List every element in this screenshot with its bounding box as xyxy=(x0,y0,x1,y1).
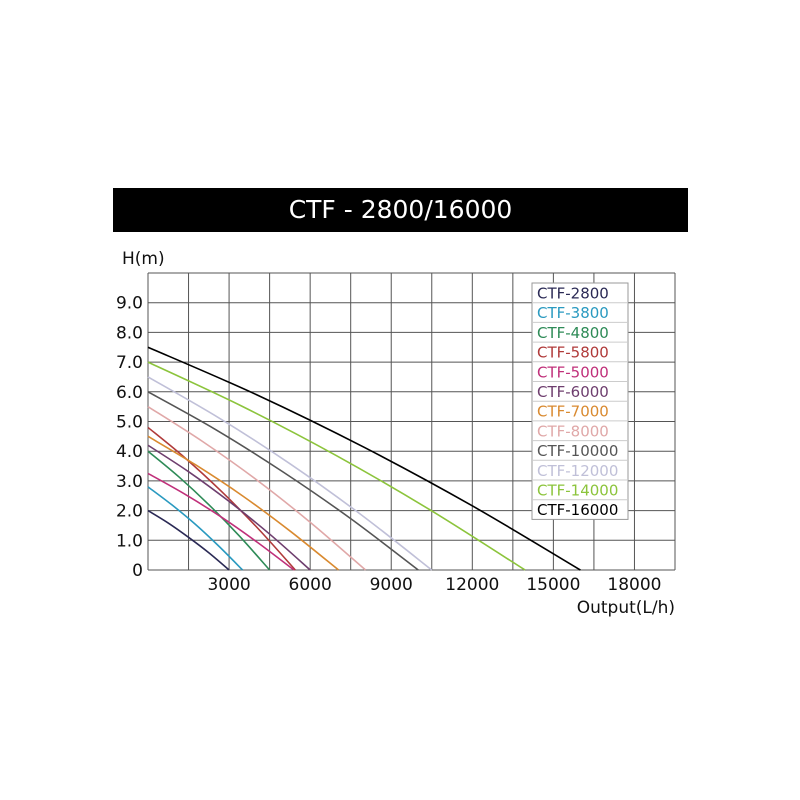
y-axis-label: H(m) xyxy=(122,249,165,269)
series-line-ctf-7000 xyxy=(147,435,340,571)
series-line-ctf-6000 xyxy=(147,444,311,571)
y-tick-label: 4.0 xyxy=(116,442,143,462)
legend-entry: CTF-12000 xyxy=(537,462,618,480)
legend-entry: CTF-14000 xyxy=(537,482,618,500)
series-line-ctf-5000 xyxy=(147,472,295,571)
y-tick-label: 0 xyxy=(132,561,143,581)
series-line-ctf-5800 xyxy=(147,426,296,571)
legend-entry: CTF-7000 xyxy=(537,403,609,421)
y-tick-label: 1.0 xyxy=(116,531,143,551)
series-line-ctf-14000 xyxy=(147,361,526,571)
legend-entry: CTF-5800 xyxy=(537,344,609,362)
x-tick-label: 6000 xyxy=(289,575,332,595)
series-line-ctf-8000 xyxy=(147,405,367,571)
series-line-ctf-4800 xyxy=(147,450,271,571)
y-tick-label: 7.0 xyxy=(116,353,143,373)
x-tick-label: 15000 xyxy=(526,575,580,595)
legend-entry: CTF-4800 xyxy=(537,324,609,342)
chart-title: CTF - 2800/16000 xyxy=(113,188,688,232)
y-tick-label: 8.0 xyxy=(116,323,143,343)
legend-entry: CTF-3800 xyxy=(537,304,609,322)
legend-entry: CTF-5000 xyxy=(537,363,609,381)
legend-entry: CTF-16000 xyxy=(537,501,618,519)
legend-entry: CTF-2800 xyxy=(537,285,609,303)
series-line-ctf-16000 xyxy=(147,346,581,571)
legend-entry: CTF-10000 xyxy=(537,442,618,460)
x-tick-label: 18000 xyxy=(607,575,661,595)
legend-entry: CTF-8000 xyxy=(537,422,609,440)
x-tick-label: 12000 xyxy=(445,575,499,595)
legend-entry: CTF-6000 xyxy=(537,383,609,401)
series-line-ctf-2800 xyxy=(147,509,230,571)
y-tick-label: 2.0 xyxy=(116,502,143,522)
y-tick-label: 9.0 xyxy=(116,294,143,314)
x-tick-label: 3000 xyxy=(207,575,250,595)
series-line-ctf-10000 xyxy=(147,391,419,571)
y-tick-label: 5.0 xyxy=(116,413,143,433)
y-tick-label: 3.0 xyxy=(116,472,143,492)
y-tick-label: 6.0 xyxy=(116,383,143,403)
x-axis-label: Output(L/h) xyxy=(577,598,675,618)
series-line-ctf-12000 xyxy=(147,376,433,571)
series-line-ctf-3800 xyxy=(147,486,244,571)
x-tick-label: 9000 xyxy=(370,575,413,595)
